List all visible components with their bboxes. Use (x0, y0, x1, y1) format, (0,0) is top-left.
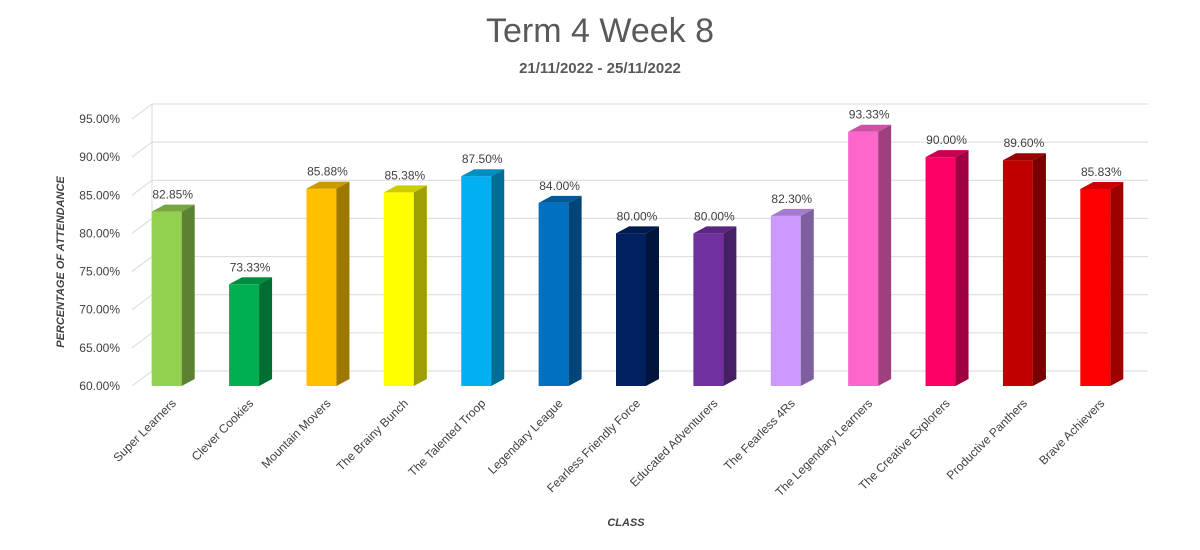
bar-side (568, 195, 582, 386)
y-tick-label: 70.00% (79, 303, 120, 317)
x-tick-label: Super Learners (110, 396, 178, 464)
data-label: 89.60% (1004, 136, 1045, 150)
bar-top (306, 181, 350, 189)
gridline-depth (131, 103, 153, 120)
x-axis-title: CLASS (607, 517, 645, 529)
bar-front (1080, 188, 1111, 386)
bar-side (181, 204, 195, 386)
bar-front (461, 176, 492, 386)
chart-subtitle: 21/11/2022 - 25/11/2022 (519, 60, 681, 77)
gridline-depth (131, 370, 153, 387)
data-label: 80.00% (617, 209, 658, 223)
gridline-depth (131, 218, 153, 234)
bar-front (383, 192, 414, 386)
bar-top (1002, 153, 1046, 161)
gridline-depth (131, 332, 153, 349)
x-tick-label: Brave Achievers (1036, 396, 1107, 467)
gridline-depth (131, 256, 153, 272)
bar (770, 208, 814, 386)
bar (229, 277, 273, 386)
data-label: 90.00% (926, 133, 967, 147)
bar-front (538, 202, 569, 386)
data-label: 82.85% (152, 188, 193, 202)
bar-side (646, 226, 659, 386)
data-label: 87.50% (462, 152, 503, 166)
bar-side (878, 124, 892, 386)
gridline-depth (131, 294, 153, 311)
bar (1002, 153, 1046, 386)
bar-top (151, 204, 195, 212)
bar-top (1080, 181, 1124, 189)
y-tick-label: 85.00% (79, 188, 120, 202)
bar (306, 181, 350, 386)
y-tick-label: 90.00% (79, 150, 120, 164)
y-axis-title: PERCENTAGE OF ATTENDANCE (55, 176, 67, 348)
bar-front (151, 211, 182, 386)
bar-front (848, 131, 879, 386)
y-tick-label: 95.00% (79, 112, 120, 126)
y-tick-label: 80.00% (79, 226, 120, 240)
data-label: 82.30% (771, 192, 812, 206)
data-label: 93.33% (849, 108, 890, 122)
bar-side (336, 181, 350, 386)
bar-top (616, 226, 659, 234)
data-label: 85.88% (307, 165, 348, 179)
bar-front (925, 157, 956, 386)
bar (693, 226, 737, 386)
bar-side (259, 277, 273, 386)
bar-top (538, 195, 582, 203)
gridline-depth (131, 141, 153, 158)
bar-front (693, 233, 724, 386)
bar-side (1032, 153, 1046, 386)
data-label: 85.83% (1081, 165, 1122, 179)
bar-top (925, 150, 969, 158)
bar (538, 195, 582, 386)
bar-side (1110, 181, 1124, 386)
x-tick-label: The Talented Troop (405, 396, 488, 479)
bar (1080, 181, 1124, 386)
bar-front (229, 284, 260, 386)
bar-side (491, 169, 505, 386)
bar-front (616, 233, 646, 386)
bar (848, 124, 892, 386)
bar (151, 204, 195, 386)
bar-side (723, 226, 737, 386)
bar-top (848, 124, 892, 132)
y-tick-label: 65.00% (79, 341, 120, 355)
bar (383, 185, 427, 386)
bar-top (461, 169, 505, 177)
x-tick-label: The Fearless 4Rs (721, 396, 798, 473)
bar-top (229, 277, 273, 285)
bar-side (413, 185, 427, 386)
chart-title: Term 4 Week 8 (485, 12, 714, 50)
data-label: 73.33% (230, 260, 271, 274)
bar-side (800, 208, 814, 386)
x-tick-label: Educated Adventurers (627, 396, 720, 489)
bar-front (770, 215, 801, 386)
x-tick-label: Mountain Movers (259, 396, 334, 471)
bar (925, 150, 969, 386)
data-label: 80.00% (694, 209, 735, 223)
y-tick-label: 75.00% (79, 265, 120, 279)
bar-top (770, 208, 814, 216)
bar-side (955, 150, 969, 386)
bar (461, 169, 505, 386)
gridline-depth (131, 179, 153, 196)
bar-front (306, 188, 337, 386)
data-label: 85.38% (384, 168, 425, 182)
x-tick-label: Clever Cookies (189, 396, 256, 463)
y-tick-label: 60.00% (79, 379, 120, 393)
bar-front (1002, 160, 1033, 386)
x-tick-label: Legendary League (485, 396, 566, 477)
bar-top (383, 185, 427, 193)
data-label: 84.00% (539, 179, 580, 193)
bar (616, 226, 659, 386)
x-tick-label: Productive Panthers (944, 396, 1030, 482)
bar-top (693, 226, 737, 234)
x-tick-label: The Brainy Bunch (334, 396, 411, 473)
